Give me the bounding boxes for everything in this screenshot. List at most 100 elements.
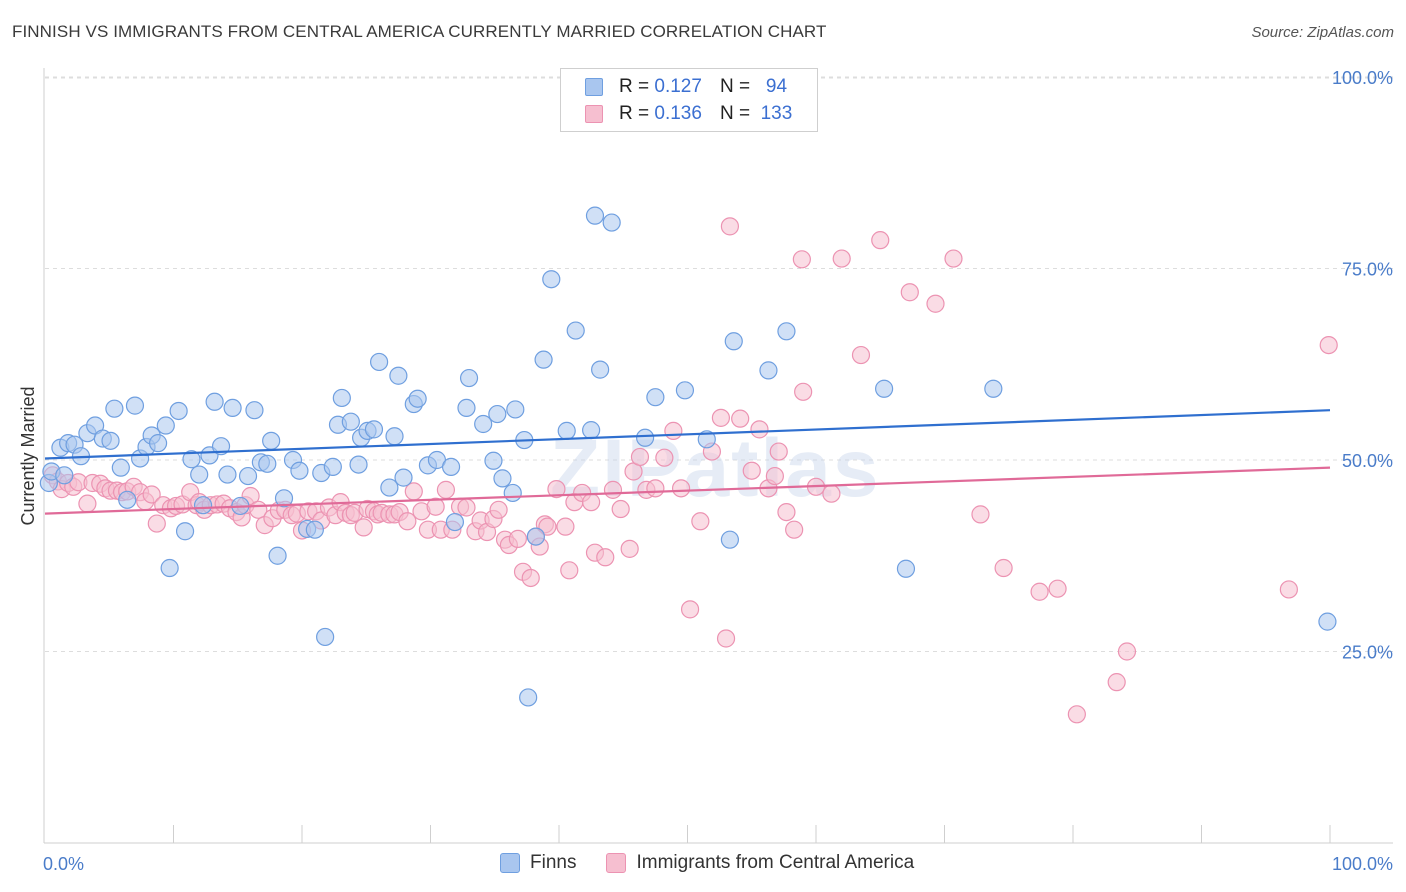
central-america-point: [671, 479, 691, 498]
central-america-point: [521, 568, 540, 588]
finns-point: [394, 468, 413, 487]
central-america-point: [716, 629, 736, 648]
finns-point: [459, 368, 479, 388]
finns-point: [290, 461, 309, 480]
finns-point: [370, 352, 389, 372]
central-america-point: [742, 461, 761, 480]
finns-trend-line: [44, 409, 1331, 460]
central-america-point: [680, 600, 700, 619]
finns-point: [697, 430, 716, 449]
central-america-point: [426, 497, 445, 516]
finns-point: [602, 213, 621, 232]
central-america-point: [1048, 579, 1067, 598]
finns-point: [457, 398, 476, 418]
finns-point: [274, 489, 294, 508]
central-america-point: [655, 448, 674, 467]
central-america-point: [794, 382, 813, 401]
central-america-point: [489, 500, 508, 519]
central-america-point: [971, 505, 990, 524]
central-america-point: [664, 421, 683, 440]
finns-point: [245, 401, 264, 420]
legend-label-finns: Finns: [530, 852, 577, 873]
stats-legend-row-finns: R = 0.127 N = 94: [585, 75, 802, 99]
finns-point: [474, 414, 493, 434]
central-america-point: [560, 561, 579, 580]
y-tick-label: 75.0%: [1342, 260, 1393, 280]
finns-point: [984, 379, 1003, 398]
finns-point: [169, 401, 188, 421]
finns-point: [148, 434, 168, 453]
central-america-point: [711, 408, 731, 427]
central-america-point: [720, 217, 740, 236]
central-america-point: [765, 466, 784, 486]
finns-point: [205, 392, 224, 411]
finns-point: [101, 431, 120, 450]
finns-point: [105, 399, 124, 418]
y-tick-labels: 25.0% 50.0% 75.0% 100.0%: [1332, 68, 1393, 663]
finns-point: [160, 558, 179, 578]
finns-point: [262, 431, 281, 450]
stats-legend: R = 0.127 N = 94 R = 0.136 N = 133: [560, 68, 818, 132]
finns-point: [493, 469, 512, 488]
central-america-point: [603, 480, 623, 499]
central-america-point: [832, 249, 851, 268]
finns-point: [111, 458, 130, 477]
x-tick-label-min: 0.0%: [43, 854, 84, 874]
source-label: Source: ZipAtlas.com: [1251, 24, 1394, 41]
finns-point: [759, 361, 778, 380]
r-value: 0.136: [654, 103, 702, 124]
finns-point: [268, 546, 287, 565]
finns-point: [305, 520, 324, 539]
central-america-point: [556, 517, 575, 536]
finns-point: [557, 421, 576, 440]
finns-point: [635, 428, 655, 447]
finns-point: [484, 451, 503, 470]
chart-title: FINNISH VS IMMIGRANTS FROM CENTRAL AMERI…: [12, 22, 827, 41]
central-america-point: [538, 517, 557, 536]
legend-item-finns[interactable]: Finns: [500, 852, 576, 874]
central-america-point: [147, 514, 166, 533]
central-america-point: [78, 494, 97, 513]
finns-point: [125, 396, 145, 415]
y-tick-label: 25.0%: [1342, 643, 1393, 663]
central-america-point: [777, 502, 796, 522]
finns-point: [211, 437, 231, 456]
central-america-point: [596, 548, 615, 567]
finns-point: [503, 483, 522, 503]
n-label: N =: [719, 76, 751, 97]
finns-point: [258, 454, 277, 473]
central-america-point: [900, 283, 919, 302]
central-america-point: [620, 539, 639, 558]
finns-point: [341, 412, 360, 431]
finns-point: [385, 427, 404, 446]
central-america-point: [398, 512, 417, 531]
r-label: R =: [619, 76, 650, 97]
central-america-point: [1319, 336, 1338, 355]
central-america-point: [851, 345, 871, 365]
legend-item-central-america[interactable]: Immigrants from Central America: [606, 852, 914, 874]
finns-point: [526, 527, 545, 546]
central-america-point: [871, 231, 890, 250]
finns-point: [720, 530, 740, 549]
finns-point: [156, 416, 175, 435]
finns-point: [675, 381, 695, 400]
y-tick-label: 100.0%: [1332, 68, 1393, 88]
central-america-point: [1279, 580, 1298, 599]
central-america-point: [1107, 673, 1126, 692]
finns-point: [389, 366, 408, 385]
x-tick-label-max: 100.0%: [1332, 854, 1393, 874]
finns-point: [238, 466, 258, 486]
finns-point: [724, 332, 743, 351]
finns-point: [190, 465, 209, 484]
finns-point: [582, 421, 601, 440]
finns-point: [223, 398, 242, 418]
finns-point: [175, 522, 195, 541]
series-legend: Finns Immigrants from Central America: [500, 852, 944, 874]
n-value: 133: [760, 103, 793, 124]
central-america-point: [508, 529, 527, 548]
n-label: N =: [719, 103, 751, 124]
central-america-point: [785, 520, 804, 539]
gridlines: [45, 76, 1393, 652]
central-america-trend-line: [44, 466, 1331, 515]
finns-point: [506, 400, 525, 419]
